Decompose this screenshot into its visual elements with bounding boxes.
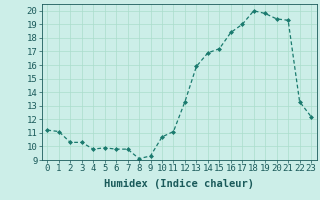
X-axis label: Humidex (Indice chaleur): Humidex (Indice chaleur) [104, 179, 254, 189]
